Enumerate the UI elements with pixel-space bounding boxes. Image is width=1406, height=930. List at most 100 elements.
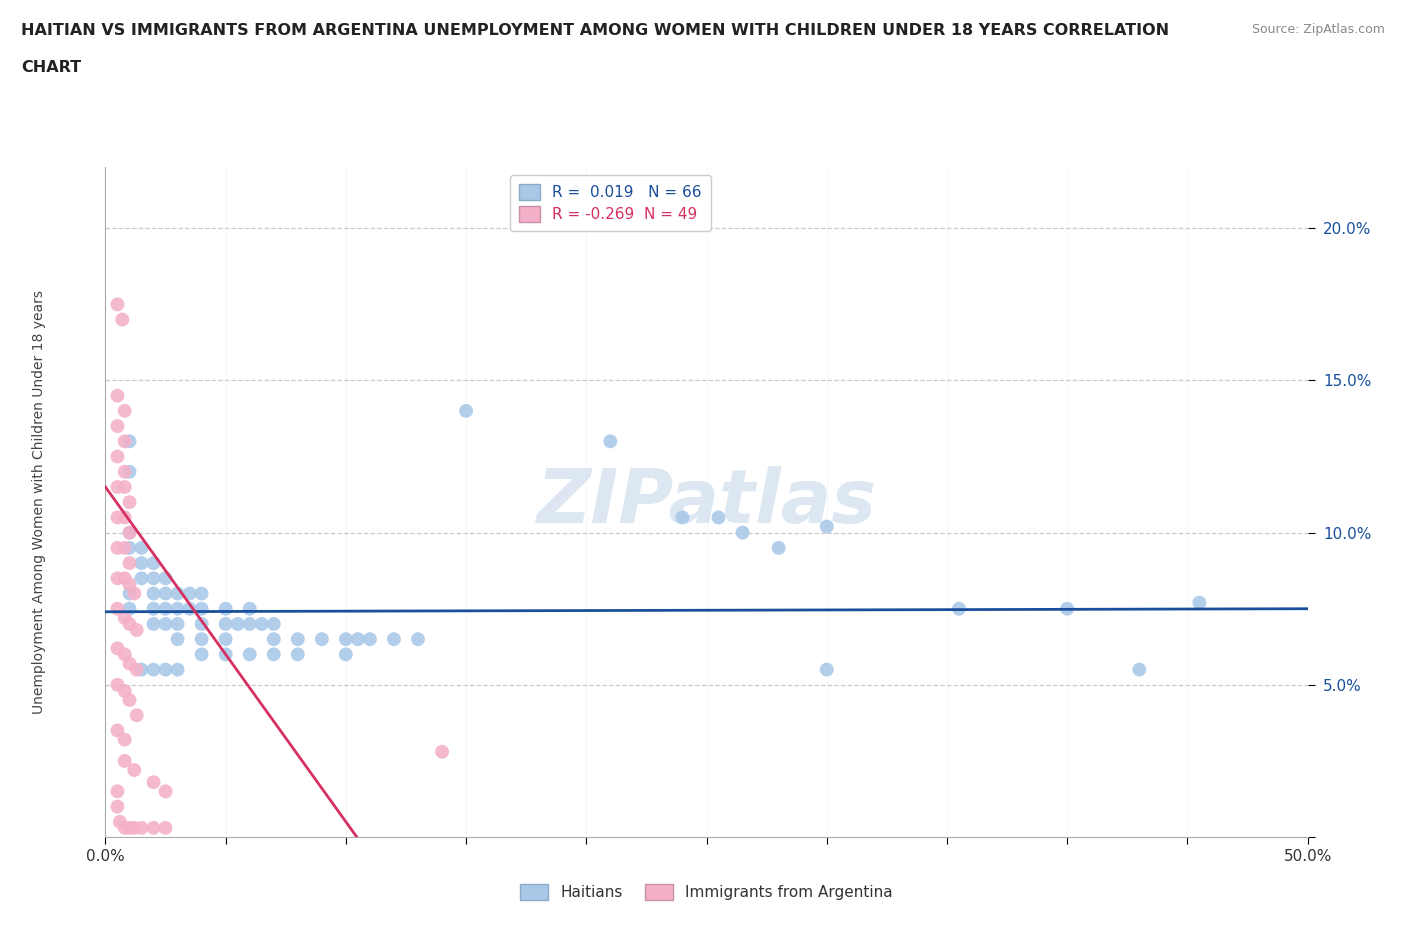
Point — [382, 631, 405, 646]
Point — [707, 510, 730, 525]
Point — [142, 602, 165, 617]
Point — [239, 602, 262, 617]
Point — [107, 510, 129, 525]
Point — [226, 617, 249, 631]
Point — [114, 434, 136, 449]
Point — [107, 449, 129, 464]
Point — [107, 480, 129, 495]
Point — [155, 820, 177, 835]
Point — [166, 631, 188, 646]
Point — [214, 602, 236, 617]
Point — [118, 525, 141, 540]
Point — [107, 641, 129, 656]
Point — [1056, 602, 1078, 617]
Point — [142, 617, 165, 631]
Point — [114, 464, 136, 479]
Point — [125, 622, 148, 637]
Point — [114, 732, 136, 747]
Point — [1128, 662, 1150, 677]
Point — [118, 617, 141, 631]
Point — [166, 602, 188, 617]
Point — [118, 540, 141, 555]
Point — [190, 602, 212, 617]
Point — [107, 571, 129, 586]
Point — [335, 647, 357, 662]
Point — [599, 434, 621, 449]
Text: CHART: CHART — [21, 60, 82, 75]
Point — [114, 610, 136, 625]
Point — [107, 799, 129, 814]
Point — [347, 631, 370, 646]
Point — [118, 555, 141, 570]
Point — [142, 662, 165, 677]
Point — [118, 656, 141, 671]
Point — [118, 464, 141, 479]
Point — [190, 586, 212, 601]
Point — [107, 677, 129, 692]
Point — [311, 631, 333, 646]
Point — [107, 784, 129, 799]
Point — [731, 525, 754, 540]
Point — [114, 571, 136, 586]
Point — [250, 617, 273, 631]
Point — [239, 617, 262, 631]
Point — [335, 631, 357, 646]
Point — [114, 540, 136, 555]
Point — [125, 662, 148, 677]
Point — [768, 540, 790, 555]
Point — [430, 744, 453, 759]
Point — [142, 775, 165, 790]
Point — [107, 723, 129, 737]
Point — [287, 631, 309, 646]
Point — [124, 820, 146, 835]
Point — [166, 662, 188, 677]
Point — [166, 617, 188, 631]
Point — [287, 647, 309, 662]
Point — [118, 693, 141, 708]
Point — [107, 388, 129, 403]
Point — [815, 519, 838, 534]
Point — [118, 434, 141, 449]
Legend: Haitians, Immigrants from Argentina: Haitians, Immigrants from Argentina — [515, 878, 898, 907]
Point — [263, 617, 285, 631]
Point — [108, 815, 131, 830]
Point — [190, 617, 212, 631]
Point — [359, 631, 381, 646]
Point — [125, 708, 148, 723]
Point — [118, 525, 141, 540]
Point — [239, 647, 262, 662]
Point — [114, 404, 136, 418]
Point — [671, 510, 693, 525]
Point — [155, 617, 177, 631]
Point — [155, 784, 177, 799]
Point — [155, 586, 177, 601]
Point — [118, 602, 141, 617]
Point — [114, 647, 136, 662]
Text: HAITIAN VS IMMIGRANTS FROM ARGENTINA UNEMPLOYMENT AMONG WOMEN WITH CHILDREN UNDE: HAITIAN VS IMMIGRANTS FROM ARGENTINA UNE… — [21, 23, 1170, 38]
Point — [131, 662, 153, 677]
Point — [179, 586, 201, 601]
Point — [124, 763, 146, 777]
Point — [166, 586, 188, 601]
Point — [131, 555, 153, 570]
Point — [114, 510, 136, 525]
Point — [155, 571, 177, 586]
Point — [815, 662, 838, 677]
Point — [107, 540, 129, 555]
Point — [263, 647, 285, 662]
Point — [114, 684, 136, 698]
Text: Unemployment Among Women with Children Under 18 years: Unemployment Among Women with Children U… — [32, 290, 46, 714]
Point — [131, 571, 153, 586]
Point — [214, 647, 236, 662]
Point — [114, 753, 136, 768]
Text: ZIPatlas: ZIPatlas — [537, 466, 876, 538]
Point — [263, 631, 285, 646]
Point — [142, 555, 165, 570]
Point — [214, 631, 236, 646]
Point — [111, 312, 134, 327]
Point — [155, 662, 177, 677]
Point — [406, 631, 429, 646]
Point — [142, 586, 165, 601]
Text: Source: ZipAtlas.com: Source: ZipAtlas.com — [1251, 23, 1385, 36]
Point — [142, 571, 165, 586]
